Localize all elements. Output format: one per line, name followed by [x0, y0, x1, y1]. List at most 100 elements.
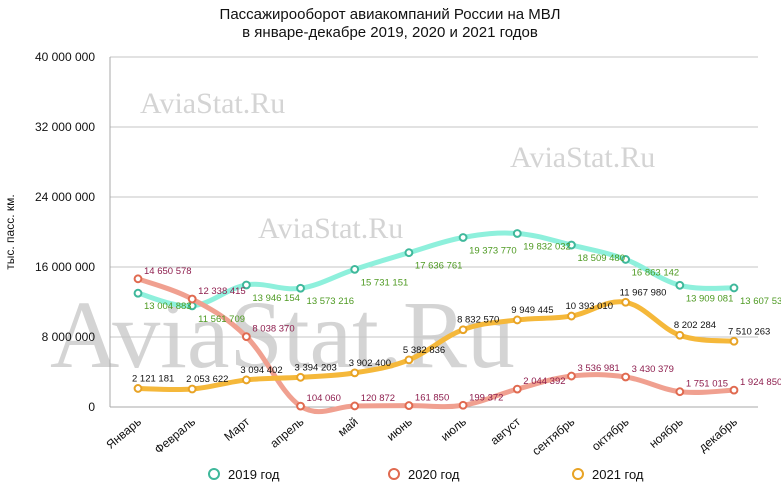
- y-tick-label-4: 32 000 000: [35, 120, 95, 134]
- y-axis-label: тыс. пасс. км.: [3, 194, 17, 269]
- series-1-point-7: [512, 229, 522, 238]
- data-label-s1-9: 16 863 142: [632, 267, 680, 278]
- data-label-s2-3: 104 060: [307, 393, 341, 404]
- series-1-point-6: [458, 233, 468, 242]
- series-1-point-4: [350, 264, 360, 274]
- series-2-point-9: [621, 372, 631, 382]
- data-label-s3-9: 11 967 980: [620, 287, 667, 298]
- legend-label-2: 2020 год: [408, 467, 460, 482]
- x-tick-label-8: сентябрь: [529, 415, 577, 459]
- data-label-s2-5: 161 850: [415, 393, 449, 404]
- data-label-s2-10: 1 751 015: [686, 379, 728, 390]
- data-label-s3-11: 7 510 263: [728, 326, 770, 337]
- series-2-point-3: [296, 401, 305, 411]
- series-2-point-4: [350, 401, 360, 411]
- series-2-point-5: [404, 401, 414, 410]
- data-label-s1-11: 13 607 537: [740, 296, 781, 307]
- x-tick-label-10: ноябрь: [646, 415, 685, 451]
- series-group: [133, 229, 739, 415]
- series-1-point-3: [296, 283, 305, 293]
- data-label-s3-7: 9 949 445: [511, 305, 553, 316]
- x-tick-label-11: декабрь: [696, 415, 740, 455]
- series-3-point-11: [729, 336, 739, 346]
- data-label-s3-1: 2 053 622: [186, 374, 228, 385]
- data-label-s1-5: 17 636 761: [415, 261, 463, 272]
- grid: [109, 56, 758, 408]
- series-3-point-2: [241, 375, 251, 385]
- chart-title-line-1: Пассажирооборот авиакомпаний России на М…: [220, 6, 561, 23]
- series-line-1: [135, 230, 737, 309]
- series-3-point-10: [675, 330, 685, 340]
- legend-label-3: 2021 год: [592, 467, 644, 482]
- data-label-s1-1: 11 561 709: [198, 314, 245, 325]
- series-3-point-6: [458, 325, 468, 335]
- series-2: [133, 274, 739, 415]
- x-tick-label-3: апрель: [267, 415, 306, 451]
- series-3-point-4: [350, 368, 360, 378]
- series-3-point-3: [296, 372, 305, 382]
- legend-marker-2: [388, 468, 400, 480]
- data-label-s1-2: 13 946 154: [252, 293, 300, 304]
- data-label-s3-3: 3 394 203: [295, 362, 337, 373]
- series-2-point-7: [512, 384, 522, 394]
- series-3-point-7: [512, 315, 522, 325]
- data-label-s3-4: 3 902 400: [349, 358, 391, 369]
- series-2-point-2: [241, 332, 251, 342]
- data-label-s2-11: 1 924 850: [740, 377, 781, 388]
- y-axis-ticks: 0 8 000 000 16 000 000 24 000 000 32 000 000…: [35, 50, 95, 414]
- data-label-s2-2: 8 038 370: [252, 324, 294, 335]
- y-tick-label-2: 16 000 000: [35, 260, 95, 274]
- y-tick-label-1: 8 000 000: [42, 330, 96, 344]
- data-label-s3-6: 8 832 570: [457, 315, 499, 326]
- data-label-s2-6: 199 372: [469, 392, 503, 403]
- series-3: [133, 297, 739, 394]
- x-axis-ticks: Январь Февраль Март апрель май июнь июль август…: [103, 414, 740, 458]
- data-label-s1-6: 19 373 770: [469, 245, 517, 256]
- y-tick-label-0: 0: [88, 400, 95, 414]
- data-label-s3-8: 10 393 010: [565, 301, 613, 312]
- data-labels: 13 004 883 11 561 709 13 946 154 13 573 216…: [132, 241, 781, 404]
- series-1: [133, 229, 739, 311]
- series-1-point-2: [241, 280, 251, 290]
- legend: 2019 год 2020 год 2021 год: [208, 467, 644, 482]
- legend-label-1: 2019 год: [228, 467, 280, 482]
- series-1-point-9: [621, 255, 631, 264]
- x-tick-label-9: октябрь: [589, 415, 632, 454]
- legend-item-2: 2020 год: [388, 467, 460, 482]
- data-label-s2-8: 3 536 981: [577, 363, 619, 374]
- chart-title-line-2: в январе-декабре 2019, 2020 и 2021 годов: [242, 24, 538, 41]
- legend-item-3: 2021 год: [572, 467, 644, 482]
- data-label-s2-0: 14 650 578: [144, 266, 192, 277]
- series-1-point-11: [729, 283, 739, 293]
- y-tick-label-3: 24 000 000: [35, 190, 95, 204]
- series-3-point-5: [404, 355, 414, 365]
- watermark-1: AviaStat.Ru: [140, 87, 285, 120]
- legend-item-1: 2019 год: [208, 467, 280, 482]
- series-2-point-11: [729, 385, 739, 395]
- x-tick-label-1: Февраль: [152, 415, 198, 457]
- series-2-point-0: [133, 274, 143, 284]
- data-label-s1-10: 13 909 081: [686, 293, 734, 304]
- x-tick-label-0: Январь: [103, 415, 144, 452]
- watermarks: AviaStat.Ru AviaStat.Ru AviaStat.Ru AviaSta…: [50, 87, 655, 388]
- data-label-s2-7: 2 044 392: [523, 376, 565, 387]
- data-label-s1-8: 18 509 480: [577, 253, 625, 264]
- data-label-s1-3: 13 573 216: [307, 296, 355, 307]
- data-label-s2-9: 3 430 379: [632, 364, 674, 375]
- series-1-point-10: [675, 280, 685, 290]
- series-3-point-1: [187, 384, 197, 394]
- data-label-s3-5: 5 382 836: [403, 345, 445, 356]
- x-tick-label-5: июнь: [384, 415, 415, 444]
- series-1-point-0: [133, 288, 143, 298]
- series-3-point-9: [621, 297, 631, 307]
- data-label-s3-10: 8 202 284: [674, 320, 716, 331]
- legend-marker-1: [208, 468, 220, 480]
- series-1-point-8: [567, 240, 576, 250]
- data-label-s2-1: 12 338 415: [198, 286, 246, 297]
- series-3-point-0: [133, 384, 143, 393]
- x-tick-label-7: август: [488, 414, 524, 447]
- series-2-point-8: [567, 371, 576, 381]
- data-label-s1-7: 19 832 032: [523, 241, 571, 252]
- series-1-point-5: [404, 248, 414, 258]
